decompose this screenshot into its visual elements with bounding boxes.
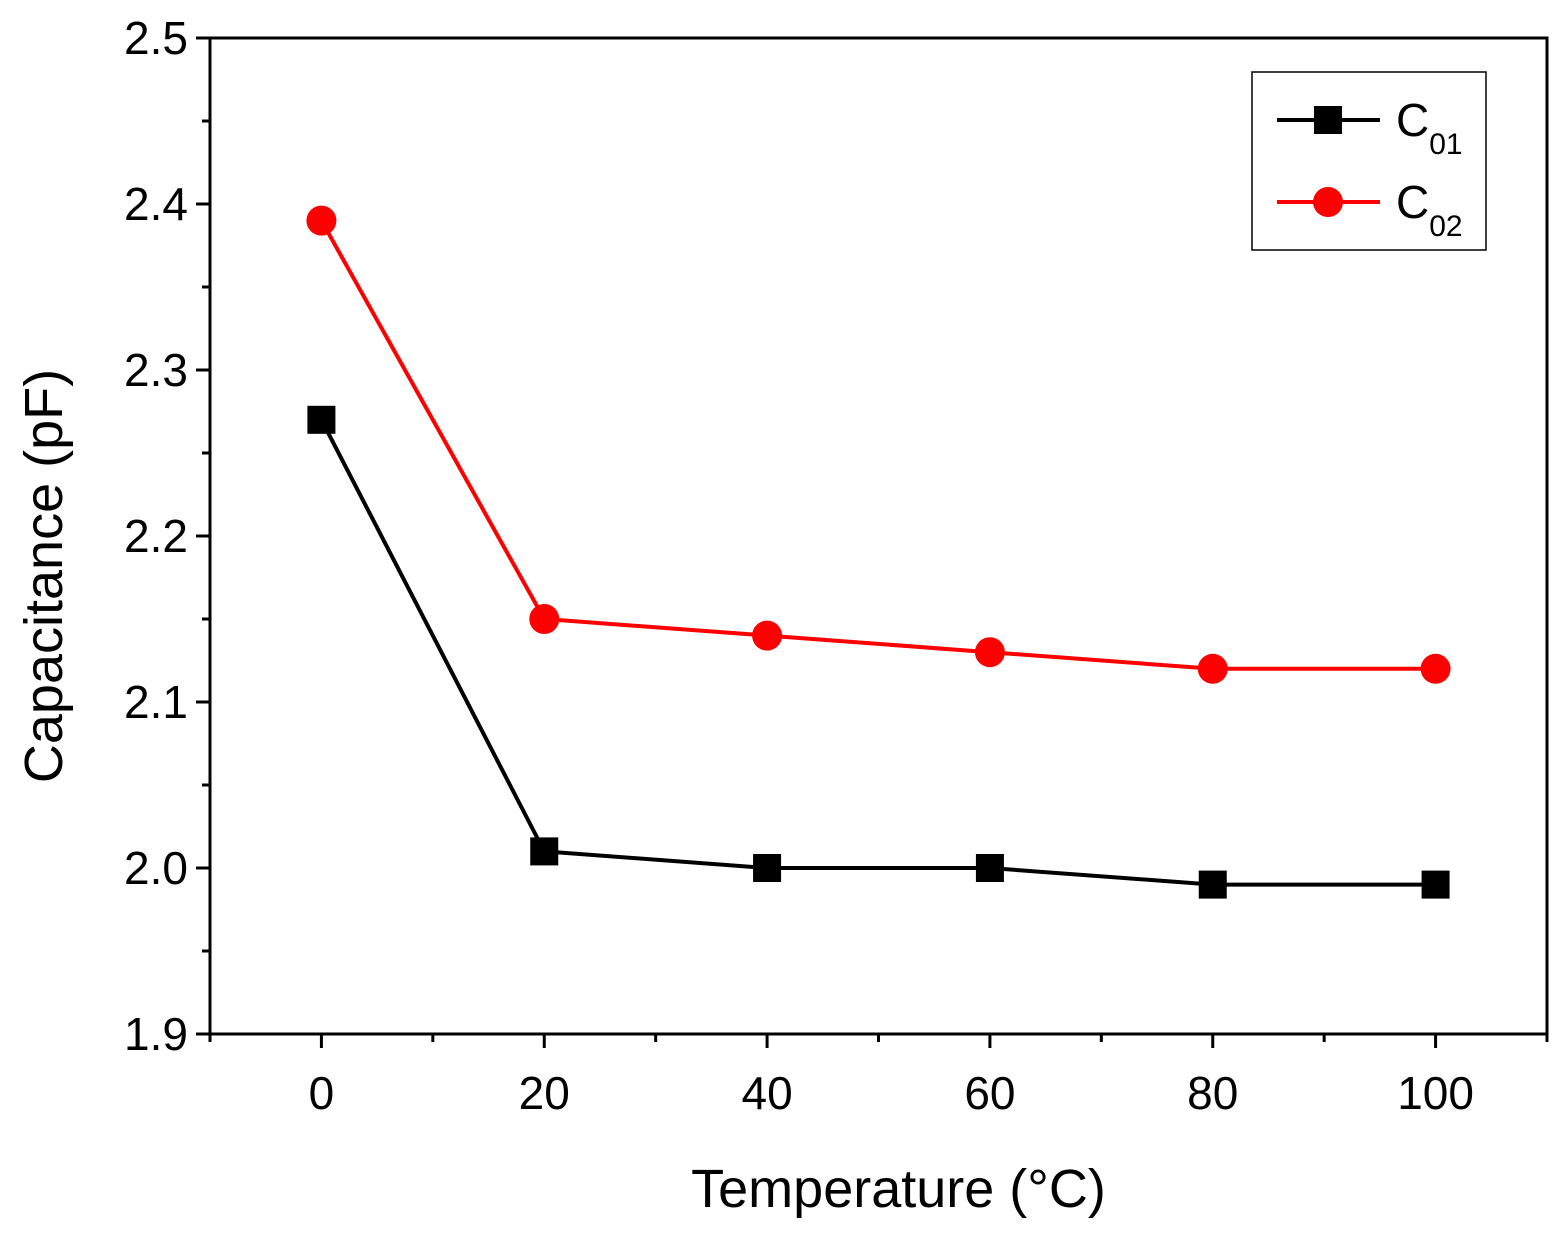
legend-marker bbox=[1313, 187, 1343, 217]
data-point-C02 bbox=[306, 205, 337, 236]
series-line-C02 bbox=[319, 219, 1436, 671]
data-point-C01 bbox=[1198, 870, 1227, 899]
x-tick-label: 40 bbox=[741, 1067, 792, 1119]
legend-box bbox=[1251, 71, 1487, 251]
data-point-C02 bbox=[752, 620, 783, 651]
y-tick-label: 2.0 bbox=[124, 842, 188, 894]
y-tick-label: 2.4 bbox=[124, 178, 188, 230]
y-axis-title: Capacitance (pF) bbox=[14, 369, 74, 783]
series-layer bbox=[306, 205, 1451, 899]
data-point-C02 bbox=[1197, 653, 1228, 684]
data-point-C01 bbox=[307, 405, 336, 434]
x-tick-label: 100 bbox=[1397, 1067, 1474, 1119]
y-tick-label: 1.9 bbox=[124, 1008, 188, 1060]
series-C02 bbox=[306, 205, 1451, 684]
series-C01 bbox=[307, 405, 1450, 899]
data-point-C01 bbox=[753, 854, 782, 882]
data-point-C01 bbox=[1421, 870, 1450, 899]
legend-label-subscript: 01 bbox=[1429, 128, 1462, 161]
legend-label-subscript: 02 bbox=[1429, 210, 1462, 243]
y-tick-label: 2.2 bbox=[124, 510, 188, 562]
series-line-C01 bbox=[319, 418, 1436, 887]
data-point-C01 bbox=[975, 854, 1004, 882]
legend-marker bbox=[1314, 106, 1342, 134]
y-tick-label: 2.5 bbox=[124, 12, 188, 64]
data-point-C02 bbox=[529, 604, 560, 634]
x-tick-label: 80 bbox=[1187, 1067, 1238, 1119]
x-tick-label: 0 bbox=[309, 1067, 335, 1119]
y-tick-label: 2.1 bbox=[124, 676, 188, 728]
x-tick-label: 60 bbox=[964, 1067, 1015, 1119]
y-tick-label: 2.3 bbox=[124, 344, 188, 396]
x-tick-label: 20 bbox=[519, 1067, 570, 1119]
data-point-C01 bbox=[530, 837, 559, 866]
data-point-C02 bbox=[1420, 653, 1451, 684]
data-point-C02 bbox=[974, 637, 1005, 668]
x-axis-title: Temperature (°C) bbox=[691, 1159, 1106, 1219]
